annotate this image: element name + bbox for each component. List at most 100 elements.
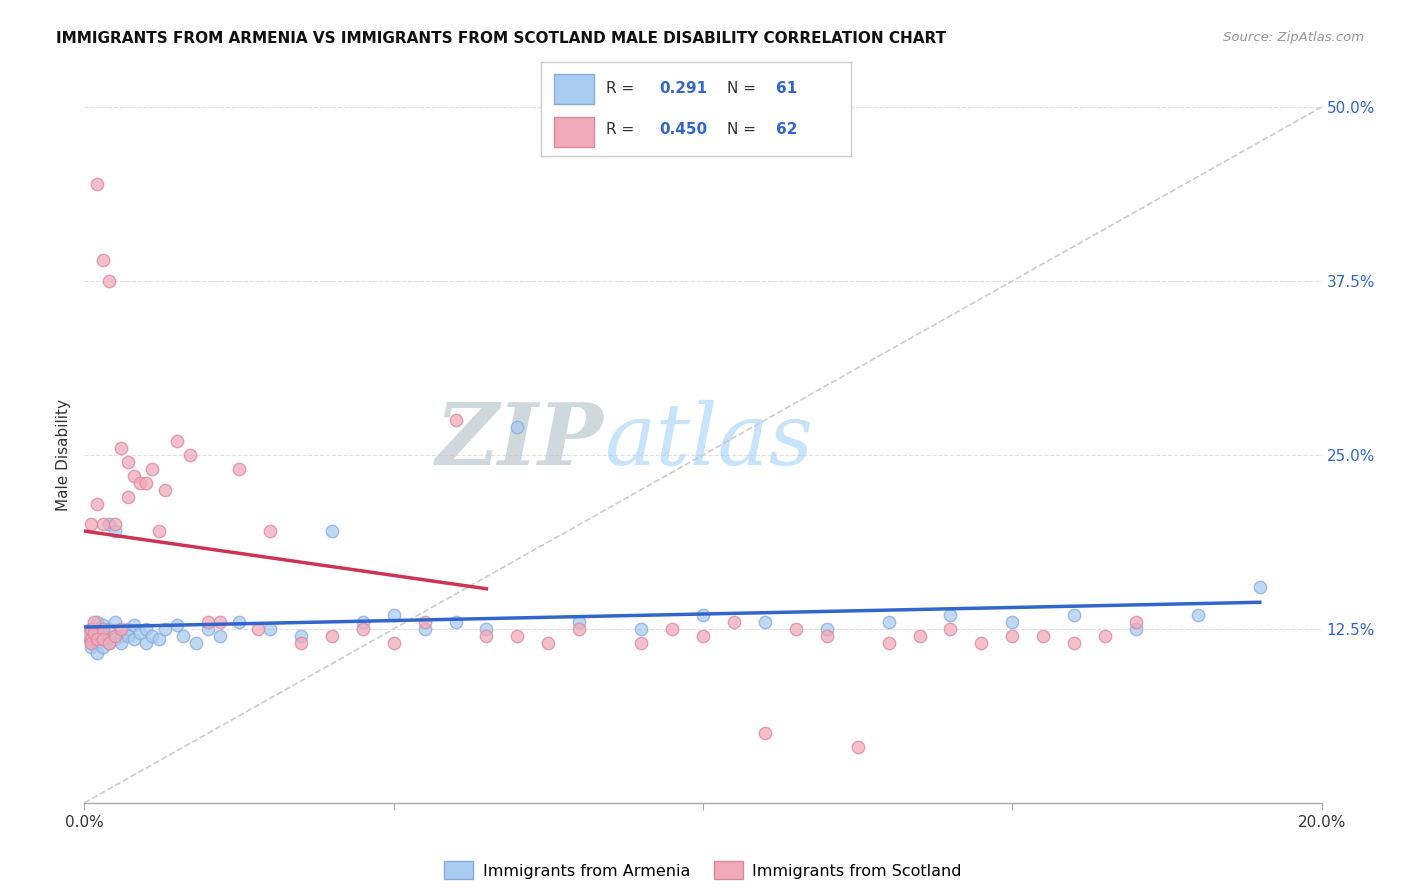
Point bbox=[815, 622, 838, 636]
Point bbox=[86, 646, 108, 660]
Point bbox=[1249, 580, 1271, 594]
Point bbox=[83, 626, 105, 640]
Point bbox=[129, 626, 152, 640]
Text: R =: R = bbox=[606, 122, 634, 137]
Point bbox=[352, 622, 374, 636]
Text: Source: ZipAtlas.com: Source: ZipAtlas.com bbox=[1223, 31, 1364, 45]
Point bbox=[122, 632, 145, 646]
Point bbox=[1094, 629, 1116, 643]
Point bbox=[1063, 636, 1085, 650]
Point bbox=[129, 475, 152, 490]
Point bbox=[228, 462, 250, 476]
Point bbox=[630, 622, 652, 636]
Text: N =: N = bbox=[727, 122, 756, 137]
Point bbox=[104, 517, 127, 532]
Point bbox=[413, 615, 436, 629]
Point bbox=[321, 524, 343, 539]
Point bbox=[166, 617, 188, 632]
Point bbox=[382, 607, 405, 622]
Point bbox=[98, 622, 121, 636]
Point bbox=[1001, 629, 1024, 643]
Point bbox=[91, 617, 114, 632]
Point bbox=[877, 615, 900, 629]
Point bbox=[352, 615, 374, 629]
Point bbox=[197, 622, 219, 636]
Y-axis label: Male Disability: Male Disability bbox=[56, 399, 72, 511]
Text: N =: N = bbox=[727, 81, 756, 96]
Point bbox=[148, 524, 170, 539]
Point bbox=[91, 622, 114, 636]
Point bbox=[83, 626, 105, 640]
Point bbox=[209, 629, 232, 643]
FancyBboxPatch shape bbox=[554, 74, 593, 103]
Point bbox=[79, 632, 101, 646]
Point bbox=[79, 517, 101, 532]
Point bbox=[76, 629, 98, 643]
Point bbox=[86, 177, 108, 191]
Text: 0.291: 0.291 bbox=[659, 81, 707, 96]
Point bbox=[259, 524, 281, 539]
Point bbox=[661, 622, 683, 636]
Point bbox=[104, 632, 127, 646]
Point bbox=[290, 636, 312, 650]
Point bbox=[506, 420, 529, 434]
Point bbox=[104, 629, 127, 643]
Point bbox=[91, 626, 114, 640]
Point bbox=[172, 629, 194, 643]
Point bbox=[908, 629, 931, 643]
Point bbox=[1063, 607, 1085, 622]
Point bbox=[785, 622, 807, 636]
Point bbox=[444, 615, 467, 629]
Point bbox=[970, 636, 993, 650]
Point bbox=[117, 490, 139, 504]
Point bbox=[846, 740, 869, 755]
Point bbox=[91, 253, 114, 268]
Point bbox=[1187, 607, 1209, 622]
Point bbox=[153, 483, 176, 497]
Point bbox=[117, 455, 139, 469]
Point bbox=[135, 622, 157, 636]
Point bbox=[475, 629, 498, 643]
Text: 61: 61 bbox=[776, 81, 797, 96]
Text: IMMIGRANTS FROM ARMENIA VS IMMIGRANTS FROM SCOTLAND MALE DISABILITY CORRELATION : IMMIGRANTS FROM ARMENIA VS IMMIGRANTS FR… bbox=[56, 31, 946, 46]
Point bbox=[1125, 615, 1147, 629]
Point bbox=[179, 448, 201, 462]
Legend: Immigrants from Armenia, Immigrants from Scotland: Immigrants from Armenia, Immigrants from… bbox=[437, 855, 969, 885]
Point bbox=[692, 629, 714, 643]
Point bbox=[148, 632, 170, 646]
Point bbox=[475, 622, 498, 636]
Point bbox=[86, 632, 108, 646]
Point bbox=[568, 615, 591, 629]
FancyBboxPatch shape bbox=[554, 117, 593, 147]
Point bbox=[122, 617, 145, 632]
Point bbox=[413, 622, 436, 636]
Point bbox=[209, 615, 232, 629]
Point bbox=[79, 632, 101, 646]
Point bbox=[79, 636, 101, 650]
Text: 62: 62 bbox=[776, 122, 797, 137]
Point bbox=[141, 629, 163, 643]
Point bbox=[79, 622, 101, 636]
Point bbox=[1001, 615, 1024, 629]
Point bbox=[228, 615, 250, 629]
Point bbox=[83, 632, 105, 647]
Point bbox=[117, 629, 139, 643]
Point bbox=[91, 640, 114, 654]
Point bbox=[184, 636, 207, 650]
Text: R =: R = bbox=[606, 81, 634, 96]
Point bbox=[1125, 622, 1147, 636]
Point bbox=[86, 636, 108, 650]
Point bbox=[877, 636, 900, 650]
Point bbox=[91, 632, 114, 646]
Point bbox=[568, 622, 591, 636]
Point bbox=[141, 462, 163, 476]
Point bbox=[83, 615, 105, 629]
Point bbox=[166, 434, 188, 448]
Point bbox=[815, 629, 838, 643]
Point bbox=[630, 636, 652, 650]
Point bbox=[86, 497, 108, 511]
Point bbox=[692, 607, 714, 622]
Point bbox=[939, 622, 962, 636]
Point bbox=[79, 622, 101, 636]
Point bbox=[98, 636, 121, 650]
